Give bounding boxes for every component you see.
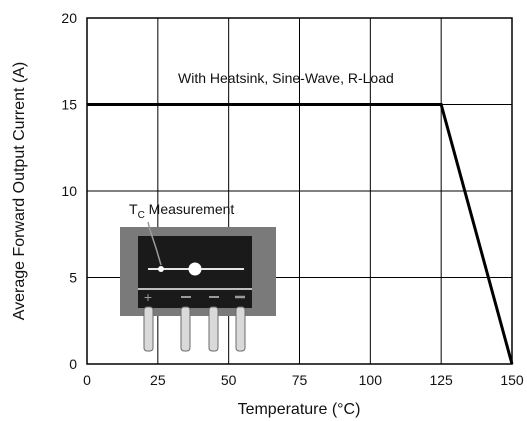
tc-point-marker — [158, 266, 164, 272]
y-tick-labels: 0 5 10 15 20 — [61, 10, 77, 372]
x-tick-label: 25 — [150, 372, 166, 388]
pin — [180, 306, 191, 352]
y-tick-label: 0 — [69, 356, 77, 372]
series-line — [87, 103, 514, 365]
tc-pointer-arrow — [147, 221, 162, 266]
x-tick-labels: 0 25 50 75 100 125 150 — [83, 372, 524, 388]
x-tick-label: 150 — [500, 372, 524, 388]
x-axis-title: Temperature (°C) — [238, 401, 361, 418]
mounting-hole — [188, 262, 202, 276]
bridge-package-illustration: + TC Measurement — [120, 201, 276, 352]
x-tick-label: 100 — [359, 372, 383, 388]
plus-mark: + — [144, 289, 152, 305]
x-tick-label: 0 — [83, 372, 91, 388]
pins — [143, 306, 246, 352]
y-tick-label: 15 — [61, 97, 77, 113]
x-tick-label: 75 — [292, 372, 308, 388]
pin — [235, 306, 246, 352]
y-tick-label: 10 — [61, 183, 77, 199]
pin — [143, 306, 154, 352]
y-tick-label: 5 — [69, 270, 77, 286]
x-tick-label: 125 — [429, 372, 453, 388]
pin — [208, 306, 219, 352]
tc-measurement-label: TC Measurement — [129, 201, 234, 221]
y-tick-label: 20 — [61, 10, 77, 26]
series-group — [87, 103, 514, 365]
curve-label: With Heatsink, Sine-Wave, R-Load — [178, 70, 394, 86]
y-axis-title: Average Forward Output Current (A) — [11, 62, 28, 320]
x-tick-label: 50 — [221, 372, 237, 388]
